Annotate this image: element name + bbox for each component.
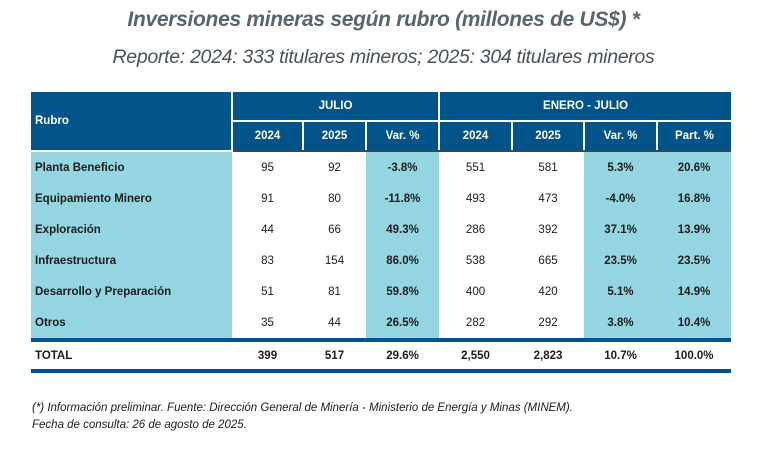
cell-julio-2024: 91: [261, 192, 274, 205]
row-label: Exploración: [31, 214, 232, 245]
total-ej-var: 10.7%: [584, 338, 658, 373]
cell-ej-2025: 292: [538, 316, 558, 329]
cell-julio-2025: 44: [328, 316, 341, 329]
cell-julio-2025: 81: [328, 285, 341, 298]
cell-ej-2024: 400: [465, 285, 486, 298]
header-ej-part: Part. %: [656, 120, 732, 152]
investment-table: Rubro JULIO ENERO - JULIO 2024 2025 Var.…: [31, 92, 732, 373]
cell-ej-var: 37.1%: [584, 214, 658, 245]
header-ej-2025: 2025: [511, 120, 586, 152]
cell-ej-part: 16.8%: [657, 183, 732, 214]
total-label: TOTAL: [31, 338, 232, 373]
header-ej-var: Var. %: [583, 120, 659, 152]
footnote-date: Fecha de consulta: 26 de agosto de 2025.: [32, 419, 247, 431]
total-row: TOTAL 399 517 29.6% 2,550 2,823 10.7% 100.0%: [31, 338, 732, 373]
cell-julio-2024: 35: [261, 316, 274, 329]
total-julio-var: 29.6%: [366, 338, 440, 373]
table-row: Exploración 44 66 49.3% 286 392 37.1% 13.9%: [31, 214, 732, 245]
page-subtitle: Reporte: 2024: 333 titulares mineros; 20…: [112, 46, 655, 68]
table-row: Desarrollo y Preparación 51 81 59.8% 400 420 5…: [31, 276, 732, 307]
cell-ej-2025: 392: [538, 223, 558, 236]
header-group-enero-julio: ENERO - JULIO: [438, 92, 732, 122]
cell-ej-2024: 286: [465, 223, 486, 236]
cell-ej-part: 14.9%: [657, 276, 732, 307]
cell-ej-2025: 473: [538, 192, 558, 205]
cell-ej-2025: 581: [538, 161, 558, 174]
cell-ej-part: 23.5%: [657, 245, 732, 276]
cell-julio-2025: 80: [328, 192, 341, 205]
cell-julio-2024: 51: [261, 285, 274, 298]
cell-julio-2025: 154: [324, 254, 345, 267]
total-ej-2025: 2,823: [512, 338, 585, 373]
total-ej-part: 100.0%: [657, 338, 732, 373]
row-label: Otros: [31, 307, 232, 340]
header-julio-var: Var. %: [364, 120, 441, 152]
cell-ej-2024: 493: [465, 192, 486, 205]
header-rubro: Rubro: [31, 92, 233, 152]
total-julio-2024: 399: [232, 338, 303, 373]
cell-julio-var: 26.5%: [366, 307, 440, 340]
cell-ej-var: -4.0%: [584, 183, 658, 214]
cell-julio-2024: 83: [261, 254, 274, 267]
cell-julio-var: -11.8%: [366, 183, 440, 214]
cell-ej-2024: 551: [465, 161, 486, 174]
row-label: Desarrollo y Preparación: [31, 276, 232, 307]
table-row: Otros 35 44 26.5% 282 292 3.8% 10.4%: [31, 307, 732, 340]
footnote: (*) Información preliminar. Fuente: Dire…: [32, 400, 573, 434]
page-title: Inversiones mineras según rubro (millone…: [127, 8, 640, 31]
table-row: Planta Beneficio 95 92 -3.8% 551 581 5.3% 20.6%: [31, 151, 732, 183]
table-row: Infraestructura 83 154 86.0% 538 665 23.5% 23.5…: [31, 245, 732, 276]
cell-julio-var: 59.8%: [366, 276, 440, 307]
header-julio-2025: 2025: [302, 120, 367, 152]
table-row: Equipamiento Minero 91 80 -11.8% 493 473 -4.0%…: [31, 183, 732, 214]
cell-julio-var: 86.0%: [366, 245, 440, 276]
row-label: Planta Beneficio: [31, 151, 232, 183]
cell-julio-var: 49.3%: [366, 214, 440, 245]
cell-ej-var: 5.1%: [584, 276, 658, 307]
cell-ej-var: 3.8%: [584, 307, 658, 340]
header-ej-2024: 2024: [438, 120, 514, 152]
cell-ej-2025: 420: [538, 285, 558, 298]
cell-julio-var: -3.8%: [366, 151, 440, 183]
cell-ej-2025: 665: [538, 254, 558, 267]
row-label: Infraestructura: [31, 245, 232, 276]
cell-ej-2024: 282: [465, 316, 486, 329]
footnote-source: (*) Información preliminar. Fuente: Dire…: [32, 402, 573, 414]
total-ej-2024: 2,550: [439, 338, 513, 373]
cell-ej-2024: 538: [465, 254, 486, 267]
cell-ej-var: 23.5%: [584, 245, 658, 276]
cell-ej-part: 10.4%: [657, 307, 732, 340]
cell-julio-2025: 92: [328, 161, 341, 174]
header-julio-2024: 2024: [231, 120, 304, 152]
cell-ej-part: 20.6%: [657, 151, 732, 183]
cell-julio-2024: 95: [261, 161, 274, 174]
row-label: Equipamiento Minero: [31, 183, 232, 214]
cell-julio-2024: 44: [261, 223, 274, 236]
cell-ej-var: 5.3%: [584, 151, 658, 183]
total-julio-2025: 517: [303, 338, 366, 373]
header-group-julio: JULIO: [230, 92, 441, 122]
cell-ej-part: 13.9%: [657, 214, 732, 245]
cell-julio-2025: 66: [328, 223, 341, 236]
